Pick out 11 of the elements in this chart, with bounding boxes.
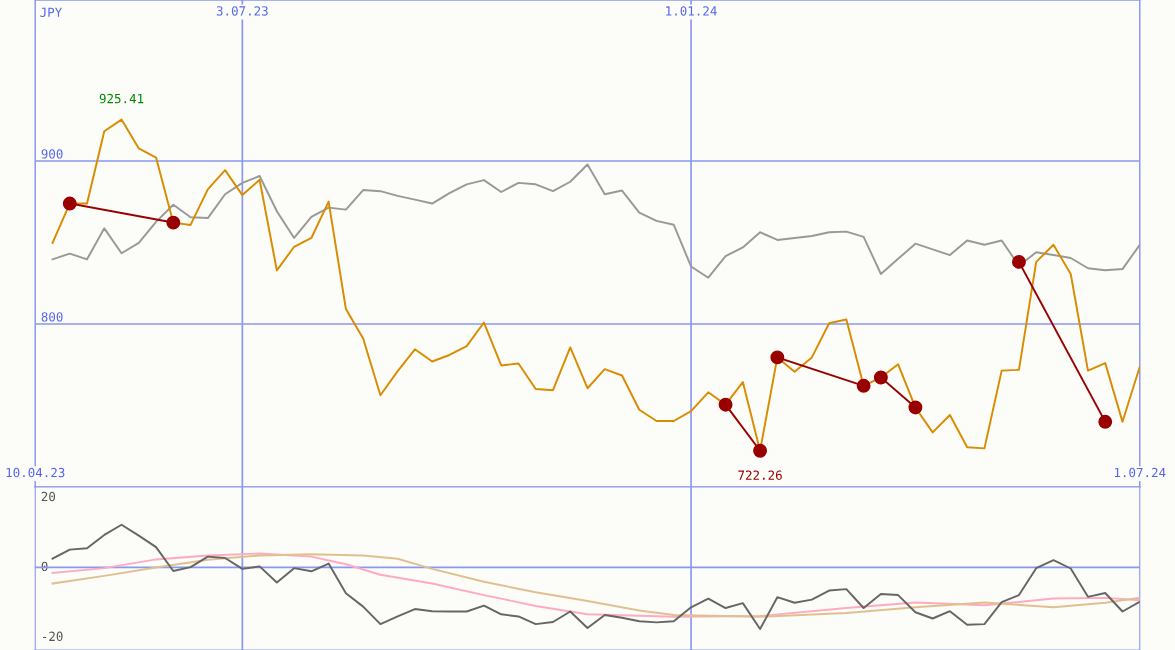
- annotation: 925.41: [99, 93, 144, 104]
- x2-tick-label: 1.01.24: [666, 6, 717, 16]
- x2-tick-label: 3.07.23: [216, 6, 268, 16]
- y-axis-title: JPY: [40, 7, 63, 18]
- y-tick-label: 800: [41, 312, 63, 322]
- x-tick-label: 1.07.24: [1114, 467, 1166, 478]
- y-tick-label: 900: [41, 149, 63, 159]
- annotation: 722.26: [738, 470, 782, 480]
- y-tick-label: 20: [41, 491, 56, 502]
- y-tick-label: -20: [42, 631, 63, 642]
- x-tick-label: 10.04.23: [6, 467, 65, 478]
